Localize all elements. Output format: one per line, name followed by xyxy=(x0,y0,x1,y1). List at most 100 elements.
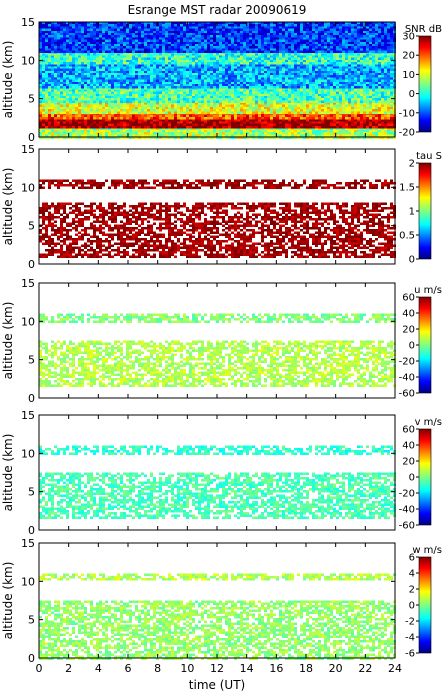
colorbar-v xyxy=(418,428,432,526)
x-tick-label: 14 xyxy=(240,662,254,675)
chart-title: Esrange MST radar 20090619 xyxy=(128,3,307,17)
colorbar-label: tau S xyxy=(416,151,442,162)
x-tick-label: 16 xyxy=(269,662,283,675)
x-tick-label: 10 xyxy=(180,662,194,675)
y-tick-label: 5 xyxy=(28,486,35,499)
y-axis-label: altitude (km) xyxy=(1,434,15,512)
colorbar-tick-label: 4 xyxy=(409,569,415,580)
colorbar-label: u m/s xyxy=(414,285,442,296)
y-tick-label: 0 xyxy=(28,131,35,144)
y-tick-label: 10 xyxy=(21,447,35,460)
y-axis-label: altitude (km) xyxy=(1,562,15,640)
x-tick-label: 2 xyxy=(65,662,72,675)
colorbar-tick-label: -20 xyxy=(399,489,415,500)
colorbar-tick-label: -20 xyxy=(399,128,415,139)
colorbar-tick-label: 40 xyxy=(402,441,415,452)
y-tick-label: 15 xyxy=(21,537,35,550)
colorbar-label: w m/s xyxy=(412,545,442,556)
y-axis-label: altitude (km) xyxy=(1,41,15,119)
layer-u-0 xyxy=(39,340,396,387)
colorbar-tick-label: -60 xyxy=(399,521,415,532)
colorbar-tick-label: 20 xyxy=(402,457,415,468)
y-tick-label: 0 xyxy=(28,652,35,665)
y-axis-label: altitude (km) xyxy=(1,168,15,246)
panel-v: 0 5 10 15 altitude (km) v m/s60 40 20 0 -20 -40 -60 xyxy=(1,409,442,537)
layer-SNR-3 xyxy=(39,102,396,114)
y-tick-label: 10 xyxy=(21,181,35,194)
y-tick-label: 15 xyxy=(21,277,35,290)
colorbar-label: SNR dB xyxy=(405,24,442,35)
colorbar-tick-label: 2 xyxy=(409,585,415,596)
panel-tau: 0 5 10 15 altitude (km) tau S2 1.5 1 0.5 0 xyxy=(1,143,442,271)
y-tick-label: 15 xyxy=(21,16,35,29)
colorbar-tick-label: -40 xyxy=(399,505,415,516)
colorbar-tick-label: -60 xyxy=(399,389,415,400)
colorbar-tick-label: 0 xyxy=(409,341,415,352)
y-tick-label: 5 xyxy=(28,354,35,367)
colorbar-tick-label: -10 xyxy=(399,108,415,119)
colorbar-tick-label: 0 xyxy=(409,89,415,100)
colorbar-tick-label: 0 xyxy=(409,601,415,612)
layer-w-1 xyxy=(39,573,396,581)
colorbar-tick-label: 10 xyxy=(402,70,415,81)
x-tick-label: 4 xyxy=(95,662,102,675)
y-tick-label: 0 xyxy=(28,392,35,405)
x-tick-label: 20 xyxy=(329,662,343,675)
layer-SNR-7 xyxy=(39,22,396,54)
colorbar-u xyxy=(418,296,432,394)
x-tick-label: 6 xyxy=(125,662,132,675)
y-tick-label: 5 xyxy=(28,614,35,627)
y-tick-label: 10 xyxy=(21,575,35,588)
colorbar-tick-label: 0 xyxy=(409,473,415,484)
colorbar-tick-label: 20 xyxy=(402,51,415,62)
colorbar-tick-label: -4 xyxy=(405,633,415,644)
y-tick-label: 10 xyxy=(21,54,35,67)
x-axis-label: time (UT) xyxy=(189,678,245,692)
x-tick-label: 24 xyxy=(388,662,402,675)
colorbar-tick-label: 2 xyxy=(409,159,415,170)
colorbar-label: v m/s xyxy=(415,417,442,428)
y-tick-label: 0 xyxy=(28,258,35,271)
colorbar-tick-label: 60 xyxy=(402,293,415,304)
layer-SNR-6 xyxy=(39,51,396,65)
colorbar-tau xyxy=(418,162,432,260)
y-tick-label: 5 xyxy=(28,220,35,233)
colorbar-tick-label: 1.5 xyxy=(399,183,415,194)
layer-tau-0 xyxy=(39,202,396,258)
y-tick-label: 15 xyxy=(21,143,35,156)
x-tick-label: 18 xyxy=(299,662,313,675)
colorbar-tick-label: 60 xyxy=(402,425,415,436)
x-tick-label: 22 xyxy=(358,662,372,675)
colorbar-tick-label: -20 xyxy=(399,357,415,368)
colorbar-tick-label: 40 xyxy=(402,309,415,320)
layer-u-1 xyxy=(39,313,396,323)
layer-w-0 xyxy=(39,600,396,661)
y-tick-label: 10 xyxy=(21,315,35,328)
layer-v-0 xyxy=(39,472,396,519)
colorbar-SNR xyxy=(418,35,432,133)
layer-SNR-5 xyxy=(39,64,396,89)
colorbar-tick-label: 6 xyxy=(409,553,415,564)
y-tick-label: 0 xyxy=(28,524,35,537)
y-axis-label: altitude (km) xyxy=(1,302,15,380)
colorbar-tick-label: 1 xyxy=(409,207,415,218)
colorbar-tick-label: 20 xyxy=(402,325,415,336)
colorbar-tick-label: 30 xyxy=(402,32,415,43)
colorbar-w xyxy=(418,556,432,654)
y-tick-label: 5 xyxy=(28,93,35,106)
y-tick-label: 15 xyxy=(21,409,35,422)
layer-tau-1 xyxy=(39,179,396,189)
panel-u: 0 5 10 15 altitude (km) u m/s60 40 20 0 -20 -40 -60 xyxy=(1,277,442,405)
x-tick-label: 12 xyxy=(210,662,224,675)
colorbar-tick-label: -2 xyxy=(405,617,415,628)
x-tick-label: 8 xyxy=(154,662,161,675)
x-tick-label: 0 xyxy=(36,662,43,675)
colorbar-tick-label: 0.5 xyxy=(399,231,415,242)
colorbar-tick-label: -6 xyxy=(405,649,415,660)
colorbar-tick-label: 0 xyxy=(409,255,415,266)
layer-SNR-4 xyxy=(39,87,396,103)
